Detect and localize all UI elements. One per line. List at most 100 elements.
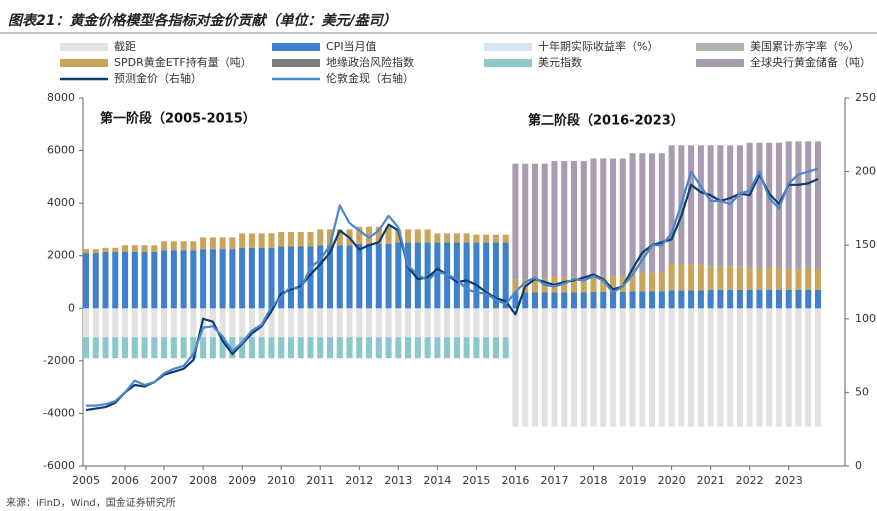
bar — [502, 308, 509, 338]
bar — [463, 337, 470, 359]
bar — [775, 142, 782, 268]
bar — [122, 308, 129, 338]
x-tick-label: 2009 — [228, 474, 256, 487]
bar — [151, 337, 158, 359]
bar — [736, 289, 743, 309]
x-tick-label: 2023 — [775, 474, 803, 487]
legend-swatch — [272, 59, 320, 67]
bar — [92, 249, 99, 254]
x-tick-label: 2013 — [384, 474, 412, 487]
bar — [512, 279, 519, 293]
bar — [161, 308, 168, 338]
bar — [190, 337, 197, 359]
bar — [736, 308, 743, 427]
bar — [678, 264, 685, 291]
bar — [707, 289, 714, 309]
legend-swatch — [272, 43, 320, 51]
bar — [658, 272, 665, 292]
bar — [775, 308, 782, 427]
source: 来源：iFinD，Wind，国金证券研究所 — [6, 496, 176, 507]
annotation: 第一阶段（2005-2015） — [100, 111, 256, 127]
bar — [92, 308, 99, 338]
bar — [795, 141, 802, 269]
bar — [248, 308, 255, 338]
bar — [785, 141, 792, 269]
bar — [600, 291, 607, 309]
bar — [385, 308, 392, 338]
bar — [727, 266, 734, 290]
bar — [278, 337, 285, 359]
bar — [297, 337, 304, 359]
x-tick-label: 2018 — [580, 474, 608, 487]
bar — [512, 292, 519, 309]
bar — [424, 308, 431, 338]
bar — [317, 308, 324, 338]
bar — [209, 337, 216, 359]
bar — [473, 234, 480, 243]
bar — [161, 241, 168, 251]
bar — [112, 251, 119, 309]
bar — [580, 308, 587, 427]
bar — [151, 245, 158, 252]
bar — [161, 337, 168, 359]
bar — [317, 337, 324, 359]
bar — [649, 308, 656, 427]
x-tick-label: 2022 — [736, 474, 764, 487]
legend-label: 预测金价（右轴） — [114, 71, 202, 85]
bar — [736, 266, 743, 290]
bar — [717, 145, 724, 267]
bar — [590, 291, 597, 309]
x-tick-label: 2016 — [501, 474, 529, 487]
bar — [600, 158, 607, 277]
bar — [268, 233, 275, 248]
bar — [639, 291, 646, 309]
bar — [395, 229, 402, 243]
bar — [170, 337, 177, 359]
bar — [688, 264, 695, 291]
bar — [161, 250, 168, 309]
bar — [580, 161, 587, 277]
bar — [229, 337, 236, 359]
line — [86, 167, 819, 407]
bar — [278, 232, 285, 247]
legend-label: 美元指数 — [538, 55, 582, 69]
bar — [375, 308, 382, 338]
bar — [561, 161, 568, 277]
bar — [307, 337, 314, 359]
bar — [82, 308, 90, 338]
bar — [326, 245, 334, 309]
bar — [375, 337, 382, 359]
bar — [688, 290, 695, 309]
bar — [688, 145, 695, 265]
legend-swatch — [484, 43, 532, 51]
x-tick-label: 2006 — [111, 474, 139, 487]
bar — [697, 264, 704, 291]
y-tick-label: 6000 — [47, 144, 75, 157]
bar — [678, 308, 685, 427]
bar — [297, 246, 304, 309]
bar — [414, 308, 421, 338]
bar — [697, 290, 704, 309]
bar — [112, 308, 119, 338]
bar — [590, 158, 597, 277]
bar — [346, 245, 353, 309]
bar — [727, 145, 734, 267]
bar — [92, 337, 99, 359]
legend-label: 截距 — [114, 39, 136, 53]
bar — [180, 250, 187, 309]
bar — [688, 308, 695, 427]
bar — [151, 308, 158, 338]
bar — [766, 267, 773, 290]
bar — [502, 242, 509, 309]
bar — [258, 247, 265, 309]
bar — [746, 267, 753, 290]
bar — [570, 276, 578, 293]
bar — [600, 276, 607, 292]
bar — [219, 337, 226, 359]
x-tick-label: 2005 — [72, 474, 100, 487]
bar — [131, 245, 138, 252]
y-tick-label: 4000 — [47, 196, 75, 209]
bar — [405, 337, 412, 359]
bar — [180, 241, 187, 251]
bar — [414, 337, 421, 359]
